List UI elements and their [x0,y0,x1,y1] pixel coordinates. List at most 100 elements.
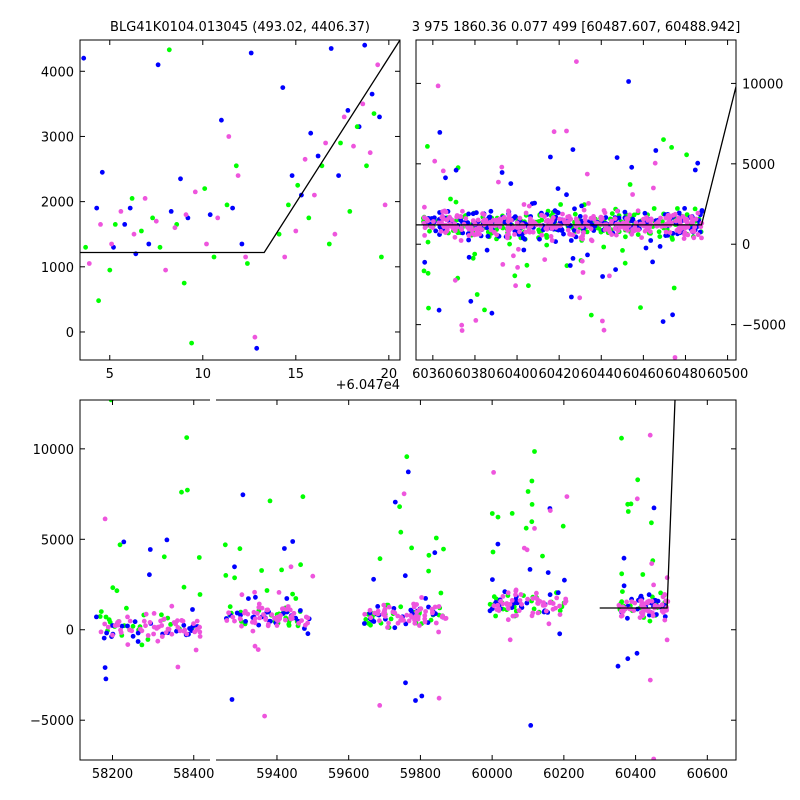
data-point [226,610,232,616]
data-point [618,608,624,614]
data-point [150,215,156,221]
data-point [517,224,523,230]
data-point [533,595,538,601]
data-point [517,598,523,603]
data-point [196,555,202,560]
data-point [564,263,570,269]
data-point [226,134,232,139]
data-point [264,607,270,613]
data-point [480,211,485,217]
data-point [466,254,472,260]
data-point [432,158,438,164]
data-point [635,232,641,238]
data-point [185,487,190,493]
data-point [570,147,576,153]
data-point [612,216,618,222]
data-point [569,294,574,300]
data-point [103,614,109,620]
data-point [157,244,163,250]
data-point [204,241,209,247]
data-point [423,596,428,601]
data-point [651,206,657,211]
data-point [237,546,243,552]
data-point [599,215,605,221]
data-point [347,209,353,214]
data-point [284,596,290,601]
x-tick-label: 60480 [665,367,706,382]
y-tick-label: 0 [66,624,74,639]
data-point [549,218,555,223]
data-point [529,519,535,525]
data-point [529,502,535,507]
panel-top-right-frame [415,39,737,361]
data-point [616,602,622,608]
data-point [695,232,701,238]
data-point [232,575,238,581]
data-point [524,262,530,268]
data-point [448,196,453,202]
data-point [624,216,629,222]
data-point [431,219,436,224]
data-point [557,603,562,609]
data-point [458,217,464,223]
y-tick-label: 1000 [41,261,74,276]
data-point [118,209,124,214]
data-point [155,638,161,644]
data-point [622,260,628,266]
data-point [661,137,666,143]
data-point [470,211,476,217]
data-point [658,215,663,221]
data-point [550,601,556,606]
data-point [421,268,427,274]
data-point [362,42,368,48]
data-point [341,114,347,120]
data-point [127,205,133,211]
data-point [510,613,516,619]
data-point [603,226,609,231]
data-point [375,62,381,68]
data-point [130,633,136,639]
data-point [183,212,189,218]
data-point [252,589,257,595]
data-point [375,604,381,609]
data-point [102,621,108,627]
data-point [692,167,698,173]
data-point [517,215,523,221]
data-point [454,214,460,220]
data-point [392,625,398,631]
data-point [190,607,195,612]
data-point [581,207,587,213]
data-point [513,283,518,289]
data-point [577,214,583,219]
data-point [98,629,104,635]
data-point [290,591,295,597]
data-point [633,220,639,226]
data-point [250,628,256,634]
data-point [540,553,545,559]
y-tick-label: −5000 [30,714,74,729]
data-point [621,583,627,589]
data-point [274,623,280,628]
data-point [571,227,577,233]
data-point [526,283,531,289]
data-point [489,310,495,316]
data-point [243,619,249,624]
data-point [360,101,366,107]
data-point [175,618,180,624]
x-tick-label: 58200 [92,767,133,782]
data-point [657,234,663,240]
data-point [626,79,631,84]
data-point [308,130,314,136]
data-point [459,227,464,233]
y-tick-label: 4000 [41,65,74,80]
data-point [561,231,566,237]
data-point [295,182,301,188]
data-point [532,449,537,454]
data-point [583,214,588,220]
data-point [229,697,235,702]
data-point [539,217,545,223]
data-point [470,255,476,261]
data-point [565,214,570,220]
data-point [438,229,444,234]
data-point [470,231,475,237]
